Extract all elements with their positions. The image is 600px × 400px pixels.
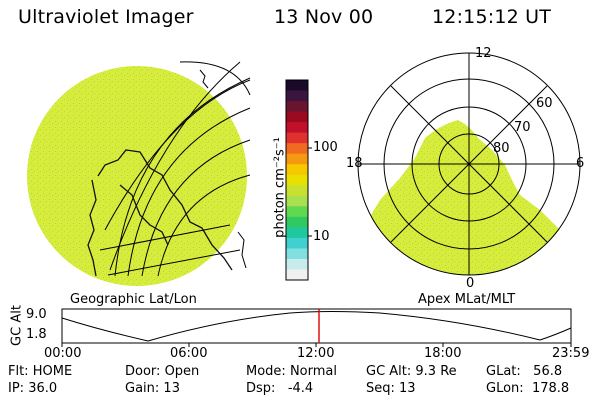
outside-fov-coast: [199, 69, 247, 269]
timeline-frame: [61, 308, 572, 344]
status-flt-value: HOME: [32, 364, 73, 379]
colorbar-segment: [286, 248, 308, 260]
colorbar-tick-100: 100: [313, 140, 338, 155]
timeline-ytick-low: 1.8: [26, 327, 47, 342]
colorbar-segment: [286, 90, 308, 102]
polar-plot-panel: [357, 52, 581, 276]
status-seq-value: 13: [399, 381, 416, 396]
status-glon: GLon: 178.8: [486, 381, 569, 396]
colorbar-segment: [286, 174, 308, 186]
x-tick-marks: [61, 343, 572, 347]
status-dsp: Dsp: -4.4: [246, 381, 313, 396]
status-flt-label: Flt:: [8, 364, 29, 379]
colorbar-segment: [286, 206, 308, 218]
colorbar-segment: [286, 101, 308, 113]
status-door: Door: Open: [125, 364, 199, 379]
timeline-axis-label: GC Alt: [9, 305, 25, 346]
status-glat-label: GLat:: [486, 364, 521, 379]
status-glat: GLat: 56.8: [486, 364, 562, 379]
colorbar-segment: [286, 164, 308, 176]
geographic-image-panel: [27, 61, 251, 286]
mlat-label-60: 60: [536, 96, 553, 111]
timeline-xtick-0600: 06:00: [170, 346, 208, 361]
intensity-colorbar: [285, 79, 312, 281]
colorbar-segment: [286, 153, 308, 165]
colorbar-segment: [286, 216, 308, 228]
lat-lon-grid: [99, 61, 251, 277]
status-ip: IP: 36.0: [8, 381, 57, 396]
colorbar-segment: [286, 122, 308, 134]
status-door-value: Open: [164, 364, 200, 379]
mlt-label-18: 18: [346, 156, 363, 171]
status-seq-label: Seq:: [366, 381, 395, 396]
status-mode: Mode: Normal: [246, 364, 337, 379]
gc-altitude-curve: [61, 311, 572, 342]
observation-date: 13 Nov 00: [274, 6, 374, 28]
left-panel-caption: Geographic Lat/Lon: [70, 292, 197, 307]
colorbar-unit-label: photon cm⁻²s⁻¹: [272, 137, 288, 238]
timeline-ytick-high: 9.0: [26, 307, 47, 322]
instrument-title: Ultraviolet Imager: [18, 6, 194, 28]
status-gain-value: 13: [163, 381, 180, 396]
timeline-xtick-1800: 18:00: [424, 346, 462, 361]
status-ip-value: 36.0: [28, 381, 58, 396]
status-seq: Seq: 13: [366, 381, 416, 396]
status-glon-label: GLon:: [486, 381, 524, 396]
status-flt: Flt: HOME: [8, 364, 72, 379]
colorbar-segment: [286, 258, 308, 270]
polar-grid: [357, 52, 581, 276]
status-dsp-value: -4.4: [287, 381, 314, 396]
colorbar-segment: [286, 111, 308, 123]
status-gcalt-value: 9.3 Re: [415, 364, 457, 379]
mlt-label-12: 12: [475, 46, 492, 61]
status-gain: Gain: 13: [125, 381, 180, 396]
colorbar-segment: [286, 143, 308, 155]
status-mode-value: Normal: [289, 364, 337, 379]
colorbar-frame: [285, 79, 309, 281]
status-glat-value: 56.8: [533, 364, 563, 379]
status-door-label: Door:: [125, 364, 161, 379]
right-panel-caption: Apex MLat/MLT: [418, 292, 516, 307]
status-gcalt: GC Alt: 9.3 Re: [366, 364, 457, 379]
colorbar-segment: [286, 195, 308, 207]
timeline-xtick-1200: 12:00: [297, 346, 335, 361]
status-gcalt-label: GC Alt:: [366, 364, 412, 379]
status-glon-value: 178.8: [531, 381, 570, 396]
coastline-outline: [87, 149, 233, 277]
geographic-fov-disk: [27, 66, 247, 286]
mlt-label-0: 0: [466, 276, 475, 291]
orbit-altitude-timeline: [61, 308, 572, 347]
auroral-image-region: [360, 120, 580, 275]
mlat-label-70: 70: [514, 120, 531, 135]
status-ip-label: IP:: [8, 381, 25, 396]
colorbar-segment: [286, 227, 308, 239]
colorbar-tick-10: 10: [313, 229, 330, 244]
colorbar-segment: [286, 185, 308, 197]
mlat-label-80: 80: [493, 141, 510, 156]
status-mode-label: Mode:: [246, 364, 286, 379]
observation-time: 12:15:12 UT: [432, 6, 552, 28]
mlt-label-6: 6: [576, 156, 585, 171]
colorbar-segment: [286, 269, 308, 281]
timeline-xtick-0000: 00:00: [44, 346, 82, 361]
status-gain-label: Gain:: [125, 381, 160, 396]
timeline-xtick-2359: 23:59: [552, 346, 590, 361]
status-dsp-label: Dsp:: [246, 381, 276, 396]
colorbar-segment: [286, 80, 308, 92]
colorbar-segment: [286, 132, 308, 144]
colorbar-segment: [286, 237, 308, 249]
